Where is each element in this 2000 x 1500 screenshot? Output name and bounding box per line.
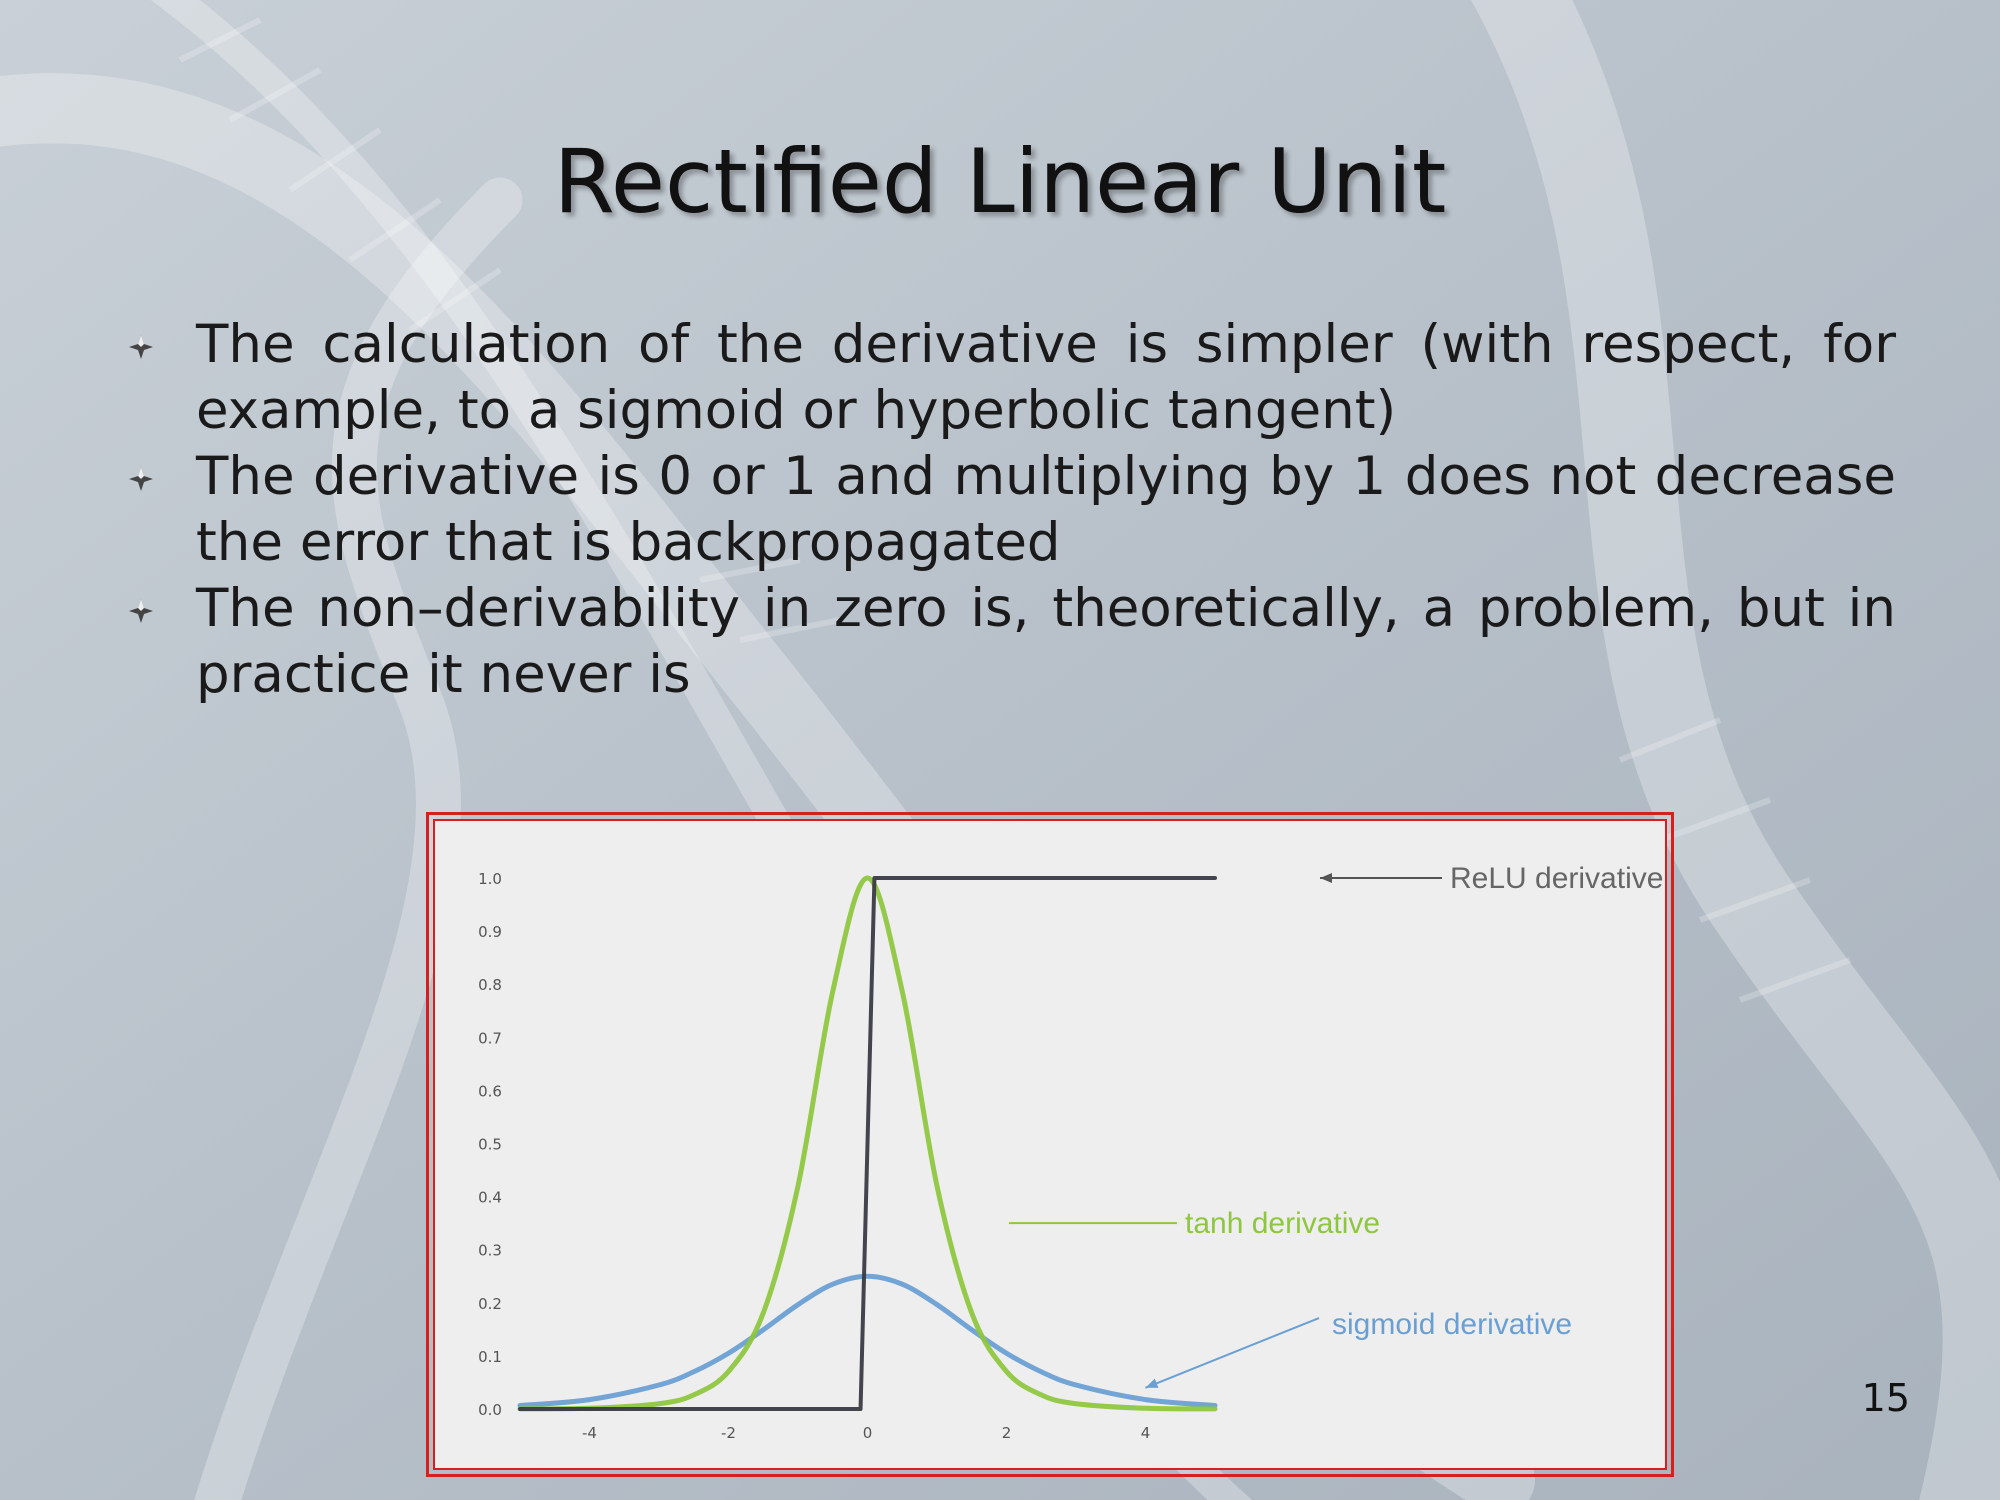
y-tick-label: 0.0 bbox=[478, 1401, 502, 1419]
derivative-chart: 0.0 0.1 0.2 0.3 0.4 0.5 0.6 0.7 0.8 0.9 1.0 -4 -2 0 2 4… bbox=[478, 862, 1663, 1442]
y-tick-label: 0.4 bbox=[478, 1189, 502, 1207]
chart-frame: 0.0 0.1 0.2 0.3 0.4 0.5 0.6 0.7 0.8 0.9 1.0 -4 -2 0 2 4… bbox=[426, 812, 1674, 1477]
annotation-label-sigmoid-derivative: sigmoid derivative bbox=[1332, 1308, 1572, 1341]
slide-title: Rectified Linear Unit bbox=[553, 130, 1447, 233]
x-tick-label: 2 bbox=[1002, 1424, 1012, 1442]
y-tick-label: 0.3 bbox=[478, 1242, 502, 1260]
sparkle-bullet-icon bbox=[129, 467, 153, 491]
bullet-item: The derivative is 0 or 1 and multiplying… bbox=[128, 444, 1896, 576]
y-tick-label: 1.0 bbox=[478, 870, 502, 888]
x-tick-label: 4 bbox=[1141, 1424, 1151, 1442]
sparkle-bullet-icon bbox=[129, 599, 153, 623]
y-tick-label: 0.6 bbox=[478, 1082, 502, 1100]
bullet-text: The non–derivability in zero is, theoret… bbox=[196, 578, 1896, 705]
annotation-line-sigmoid-derivative bbox=[1145, 1317, 1320, 1389]
bullet-list: The calculation of the derivative is sim… bbox=[128, 312, 1896, 708]
annotation-label-tanh-derivative: tanh derivative bbox=[1185, 1207, 1380, 1240]
annotation-arrowhead bbox=[1320, 873, 1332, 883]
series-line-relu-derivative bbox=[518, 876, 1217, 1411]
annotation-label-relu-derivative: ReLU derivative bbox=[1450, 862, 1663, 895]
y-tick-label: 0.8 bbox=[478, 976, 502, 994]
annotation-arrowhead bbox=[1145, 1378, 1159, 1388]
x-tick-label: -4 bbox=[582, 1424, 597, 1442]
y-tick-label: 0.9 bbox=[478, 923, 502, 941]
sparkle-bullet-icon bbox=[129, 335, 153, 359]
y-tick-label: 0.1 bbox=[478, 1348, 502, 1366]
bullet-item: The non–derivability in zero is, theoret… bbox=[128, 576, 1896, 708]
y-tick-label: 0.5 bbox=[478, 1136, 502, 1154]
y-tick-label: 0.2 bbox=[478, 1295, 502, 1313]
page-number: 15 bbox=[1861, 1376, 1910, 1420]
x-tick-label: 0 bbox=[863, 1424, 873, 1442]
bullet-text: The derivative is 0 or 1 and multiplying… bbox=[196, 446, 1896, 573]
x-tick-label: -2 bbox=[721, 1424, 736, 1442]
bullet-item: The calculation of the derivative is sim… bbox=[128, 312, 1896, 444]
chart-panel: 0.0 0.1 0.2 0.3 0.4 0.5 0.6 0.7 0.8 0.9 1.0 -4 -2 0 2 4… bbox=[433, 819, 1667, 1470]
y-tick-label: 0.7 bbox=[478, 1029, 502, 1047]
series-line-tanh-derivative bbox=[517, 875, 1218, 1412]
series-line-sigmoid-derivative bbox=[517, 1273, 1218, 1408]
bullet-text: The calculation of the derivative is sim… bbox=[196, 314, 1896, 441]
